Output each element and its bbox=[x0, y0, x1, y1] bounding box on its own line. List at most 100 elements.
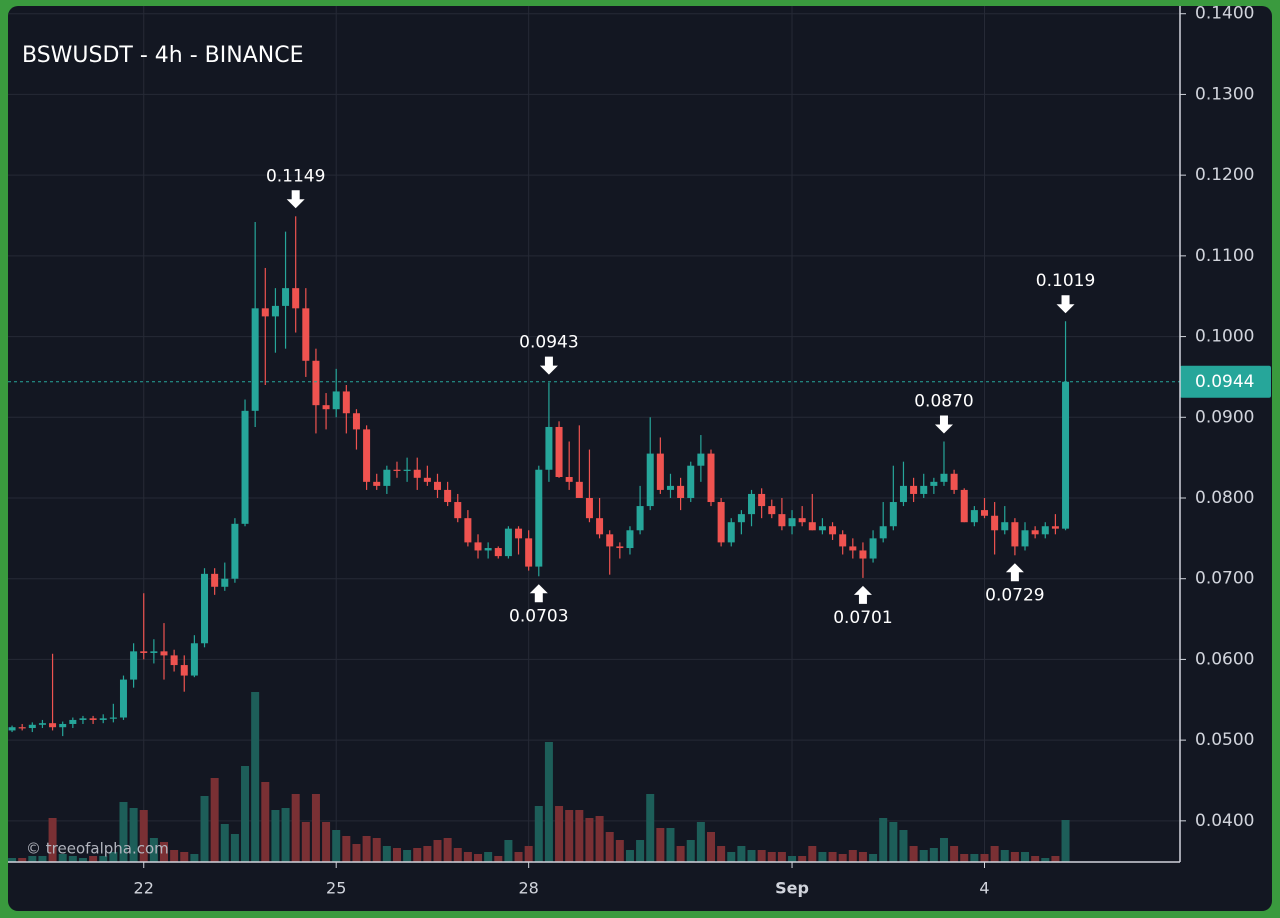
candle-body bbox=[1001, 522, 1009, 531]
volume-bar bbox=[200, 796, 209, 862]
volume-bar bbox=[18, 858, 27, 862]
candle-body bbox=[677, 485, 685, 498]
last-price-label: 0.0944 bbox=[1195, 372, 1254, 392]
candle-body bbox=[221, 578, 229, 587]
candle-body bbox=[89, 718, 97, 720]
candle-body bbox=[79, 718, 87, 720]
candle-body bbox=[454, 502, 462, 519]
candle-body bbox=[413, 469, 421, 478]
candle-body bbox=[8, 727, 16, 731]
volume-bar bbox=[636, 840, 645, 862]
candle-body bbox=[160, 651, 168, 656]
volume-bar bbox=[159, 842, 168, 862]
volume-bar bbox=[58, 854, 67, 862]
volume-bar bbox=[271, 810, 280, 862]
candle-body bbox=[363, 429, 371, 482]
annotation-label: 0.0701 bbox=[833, 608, 892, 628]
candle-body bbox=[99, 718, 107, 720]
volume-bar bbox=[261, 782, 270, 862]
volume-bar bbox=[423, 846, 432, 862]
candle-body bbox=[59, 723, 67, 728]
candle-body bbox=[606, 534, 614, 547]
candle-body bbox=[748, 493, 756, 515]
candle-body bbox=[687, 465, 695, 498]
volume-bar bbox=[180, 852, 189, 862]
candle-body bbox=[575, 481, 583, 498]
volume-bar bbox=[767, 852, 776, 862]
volume-bar bbox=[980, 854, 989, 862]
volume-bar bbox=[484, 852, 493, 862]
candle-body bbox=[271, 305, 279, 317]
overlays: 0.0944 0.1149 0.0943 0.0703 0.0701 0.0870 0.07… bbox=[8, 166, 1271, 628]
volume-bar bbox=[818, 852, 827, 862]
volume-bar bbox=[615, 840, 624, 862]
y-tick-label: 0.1000 bbox=[1195, 327, 1254, 347]
volume-bar bbox=[28, 856, 37, 862]
candle-body bbox=[920, 485, 928, 494]
volume-bar bbox=[453, 848, 462, 862]
candle-body bbox=[707, 453, 715, 503]
candle-body bbox=[302, 308, 310, 361]
candle-body bbox=[241, 410, 249, 524]
candle-body bbox=[261, 308, 269, 317]
candle-body bbox=[879, 526, 887, 539]
y-tick-label: 0.1400 bbox=[1195, 4, 1254, 24]
candle-body bbox=[859, 550, 867, 559]
volume-bar bbox=[291, 794, 300, 862]
volume-bar bbox=[230, 834, 239, 862]
volume-bar bbox=[463, 852, 472, 862]
volume-bar bbox=[413, 848, 422, 862]
volume-bar bbox=[656, 828, 665, 862]
candle-body bbox=[697, 453, 705, 466]
volume-bar bbox=[828, 852, 837, 862]
watermark: © treeofalpha.com bbox=[26, 840, 169, 858]
volume-bar bbox=[595, 816, 604, 862]
volume-bar bbox=[534, 806, 543, 862]
volume-bar bbox=[382, 846, 391, 862]
volume-bar bbox=[585, 818, 594, 862]
x-tick-label: Sep bbox=[775, 879, 809, 898]
volume-bar bbox=[99, 856, 108, 862]
candle-body bbox=[899, 485, 907, 503]
candle-body bbox=[190, 643, 198, 676]
candle-body bbox=[130, 651, 138, 680]
candle-body bbox=[991, 515, 999, 531]
volume-bar bbox=[48, 818, 57, 862]
volume-bar bbox=[109, 852, 118, 862]
volume-bar bbox=[1010, 852, 1019, 862]
candle-body bbox=[788, 518, 796, 527]
volume-bar bbox=[706, 832, 715, 862]
annotation-arrow bbox=[1056, 295, 1075, 314]
volume-bar bbox=[311, 794, 320, 862]
candle-body bbox=[849, 546, 857, 551]
candle-body bbox=[322, 405, 330, 410]
candle-body bbox=[525, 538, 533, 567]
volume-bar bbox=[38, 856, 47, 862]
candle-body bbox=[515, 528, 523, 539]
candle-body bbox=[636, 506, 644, 531]
volume-bar bbox=[909, 846, 918, 862]
candle-body bbox=[889, 502, 897, 527]
candle-body bbox=[403, 469, 411, 471]
volume-bar bbox=[858, 852, 867, 862]
candle-body bbox=[180, 665, 188, 676]
last-price-tag bbox=[1180, 365, 1271, 398]
candle-body bbox=[717, 502, 725, 543]
candle-body bbox=[464, 518, 472, 543]
volume-bar bbox=[301, 822, 310, 862]
volume-bar bbox=[170, 850, 179, 862]
candle-body bbox=[119, 679, 127, 718]
volume-bar bbox=[696, 822, 705, 862]
candle-body bbox=[940, 473, 948, 482]
candle-body bbox=[778, 514, 786, 527]
volume-bar bbox=[8, 858, 17, 862]
volume-bar bbox=[686, 840, 695, 862]
annotation-label: 0.0703 bbox=[509, 606, 568, 626]
volume-bar bbox=[78, 858, 87, 862]
candle-body bbox=[626, 530, 634, 549]
volume-bar bbox=[788, 856, 797, 862]
volume-bar bbox=[808, 846, 817, 862]
volume-bar bbox=[494, 856, 503, 862]
y-tick-label: 0.0700 bbox=[1195, 569, 1254, 589]
volume-bar bbox=[646, 794, 655, 862]
